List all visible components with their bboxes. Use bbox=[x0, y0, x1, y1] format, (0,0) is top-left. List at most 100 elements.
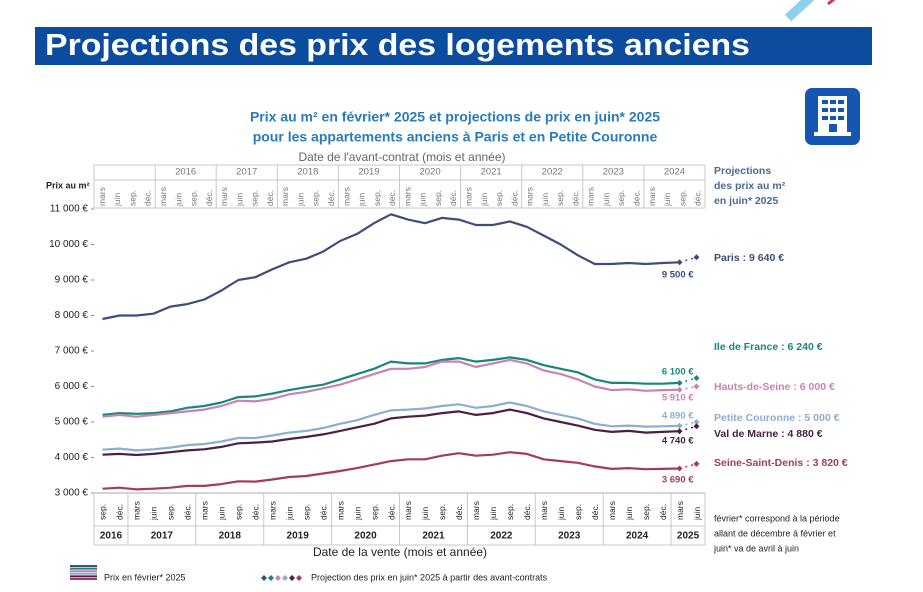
top-year-label: 2024 bbox=[664, 167, 685, 178]
x-tick-label: juin bbox=[284, 506, 294, 521]
top-tick-label: juin bbox=[418, 192, 428, 207]
y-tick-label: 7 000 € bbox=[55, 346, 89, 357]
top-tick-label: mars bbox=[97, 187, 107, 206]
top-tick-label: mars bbox=[341, 187, 351, 206]
top-tick-label: sep. bbox=[250, 190, 260, 206]
x-year-label: 2021 bbox=[422, 531, 445, 542]
x-tick-label: juin bbox=[624, 506, 634, 521]
x-tick-label: juin bbox=[420, 506, 430, 521]
series-line bbox=[102, 213, 680, 321]
x-tick-label: sep. bbox=[505, 504, 515, 520]
projection-marker bbox=[693, 254, 700, 261]
projection-marker bbox=[693, 419, 700, 425]
series-label: Petite Couronne : 5 000 € bbox=[714, 412, 840, 424]
top-tick-label: sep. bbox=[494, 190, 504, 206]
x-tick-label: sep. bbox=[301, 504, 311, 520]
projection-marker bbox=[676, 422, 683, 429]
series-label: Ile de France : 6 240 € bbox=[714, 341, 823, 353]
y-tick-label: 3 000 € bbox=[55, 488, 89, 499]
projection-marker bbox=[676, 465, 683, 472]
x-year-label: 2025 bbox=[677, 531, 700, 542]
top-year-label: 2020 bbox=[419, 167, 440, 178]
top-tick-label: mars bbox=[525, 187, 535, 206]
top-tick-label: sep. bbox=[677, 190, 687, 206]
x-year-label: 2019 bbox=[287, 531, 310, 542]
top-tick-label: mars bbox=[280, 187, 290, 206]
x-tick-label: juin bbox=[217, 506, 227, 521]
top-tick-label: sep. bbox=[555, 190, 565, 206]
legend-marker bbox=[289, 575, 295, 581]
legend-marker bbox=[261, 575, 267, 581]
series-label: Val de Marne : 4 880 € bbox=[714, 428, 823, 440]
y-tick-label: 9 000 € bbox=[55, 275, 89, 286]
x-tick-label: juin bbox=[556, 506, 566, 521]
legend-marker bbox=[268, 575, 274, 581]
top-tick-label: juin bbox=[173, 192, 183, 207]
legend-marker bbox=[296, 575, 302, 581]
x-tick-label: sep. bbox=[166, 504, 176, 520]
header-title: Projections des prix des logements ancie… bbox=[45, 27, 750, 62]
series-label: Seine-Saint-Denis : 3 820 € bbox=[714, 457, 848, 469]
top-tick-label: juin bbox=[479, 192, 489, 207]
y-tick-label: 6 000 € bbox=[55, 381, 89, 392]
value-label: 3 690 € bbox=[662, 475, 694, 486]
top-tick-label: déc. bbox=[693, 190, 703, 206]
value-label: 9 500 € bbox=[662, 270, 694, 281]
x-tick-label: mars bbox=[335, 501, 345, 520]
top-tick-label: juin bbox=[357, 192, 367, 207]
x-year-label: 2020 bbox=[354, 531, 377, 542]
top-tick-label: sep. bbox=[433, 190, 443, 206]
x-tick-label: déc. bbox=[250, 504, 260, 520]
header-banner bbox=[35, 27, 872, 65]
projection-line bbox=[679, 377, 697, 384]
x-tick-label: déc. bbox=[454, 504, 464, 520]
legend-marker bbox=[282, 575, 288, 581]
top-tick-label: déc. bbox=[387, 190, 397, 206]
top-tick-label: mars bbox=[219, 187, 229, 206]
top-year-label: 2019 bbox=[358, 167, 379, 178]
chart-title: pour les appartements anciens à Paris et… bbox=[253, 129, 658, 145]
footnote: février* correspond à la période bbox=[714, 513, 840, 523]
legend-label: Prix en février* 2025 bbox=[104, 572, 186, 582]
top-year-label: 2018 bbox=[297, 167, 318, 178]
x-tick-label: mars bbox=[132, 501, 142, 520]
top-tick-label: sep. bbox=[127, 190, 137, 206]
side-note: des prix au m² bbox=[714, 180, 786, 192]
projection-line bbox=[679, 463, 697, 470]
y-tick-label: 5 000 € bbox=[55, 417, 89, 428]
projection-marker bbox=[676, 428, 683, 435]
x-year-label: 2024 bbox=[626, 531, 649, 542]
top-tick-label: déc. bbox=[204, 190, 214, 206]
x-axis-label: Date de la vente (mois et année) bbox=[313, 545, 487, 559]
chart-title: Prix au m² en février* 2025 et projectio… bbox=[250, 109, 660, 125]
projection-marker bbox=[693, 423, 700, 430]
top-tick-label: déc. bbox=[509, 190, 519, 206]
footnote: juin* va de avril à juin bbox=[713, 543, 799, 553]
x-tick-label: sep. bbox=[234, 504, 244, 520]
x-tick-label: sep. bbox=[369, 504, 379, 520]
top-tick-label: déc. bbox=[326, 190, 336, 206]
series-line bbox=[102, 358, 680, 418]
y-tick-label: 4 000 € bbox=[55, 452, 89, 463]
top-axis-label: Date de l'avant-contrat (mois et année) bbox=[298, 150, 505, 164]
x-tick-label: déc. bbox=[318, 504, 328, 520]
projection-line bbox=[679, 385, 697, 391]
value-label: 5 910 € bbox=[662, 393, 694, 404]
x-tick-label: déc. bbox=[658, 504, 668, 520]
y-tick-label: 11 000 € bbox=[50, 204, 89, 215]
top-tick-label: mars bbox=[647, 187, 657, 206]
x-tick-label: juin bbox=[692, 506, 702, 521]
x-tick-label: mars bbox=[539, 501, 549, 520]
projection-marker bbox=[676, 386, 683, 393]
series-label: Paris : 9 640 € bbox=[714, 252, 784, 264]
legend-marker bbox=[275, 575, 281, 581]
series-line bbox=[102, 356, 680, 416]
projection-line bbox=[679, 425, 697, 432]
side-note: en juin* 2025 bbox=[714, 195, 778, 207]
value-label: 4 740 € bbox=[662, 436, 694, 447]
top-year-label: 2022 bbox=[542, 167, 563, 178]
x-tick-label: déc. bbox=[522, 504, 532, 520]
top-tick-label: déc. bbox=[632, 190, 642, 206]
top-year-label: 2017 bbox=[236, 167, 257, 178]
